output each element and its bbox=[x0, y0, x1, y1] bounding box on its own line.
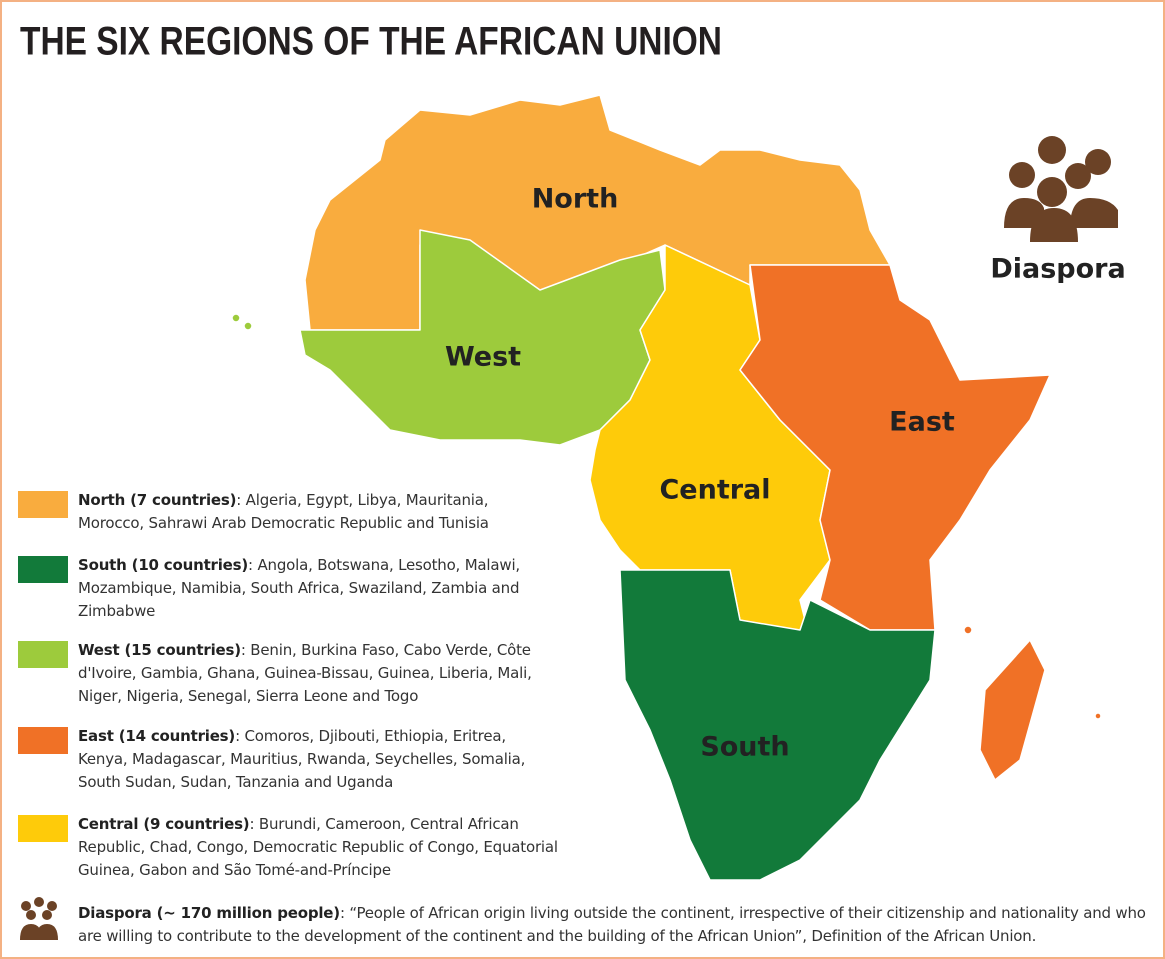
island bbox=[243, 321, 253, 331]
legend-swatch bbox=[18, 641, 68, 668]
legend-description: : Burundi, Cameroon, Central African Rep… bbox=[78, 815, 558, 879]
legend-swatch bbox=[18, 815, 68, 842]
legend-description: : Benin, Burkina Faso, Cabo Verde, Côte … bbox=[78, 641, 532, 705]
legend-description: : Angola, Botswana, Lesotho, Malawi, Moz… bbox=[78, 556, 520, 620]
region-south bbox=[619, 569, 936, 881]
madagascar bbox=[979, 639, 1046, 781]
legend-description: : “People of African origin living outsi… bbox=[78, 904, 1146, 945]
map-label: East bbox=[889, 407, 955, 438]
legend-text: North (7 countries): Algeria, Egypt, Lib… bbox=[78, 489, 558, 535]
legend-description: : Algeria, Egypt, Libya, Mauritania, Mor… bbox=[78, 491, 489, 532]
legend-text: East (14 countries): Comoros, Djibouti, … bbox=[78, 725, 558, 794]
diaspora-icon bbox=[1004, 136, 1118, 242]
island bbox=[1094, 712, 1102, 720]
legend-heading: South (10 countries) bbox=[78, 556, 249, 574]
legend-heading: West (15 countries) bbox=[78, 641, 241, 659]
legend-text: Diaspora (~ 170 million people): “People… bbox=[78, 902, 1158, 948]
map-label: Central bbox=[659, 475, 770, 506]
legend-description: : Comoros, Djibouti, Ethiopia, Eritrea, … bbox=[78, 727, 526, 791]
legend-heading: North (7 countries) bbox=[78, 491, 237, 509]
island bbox=[963, 625, 973, 635]
legend-text: South (10 countries): Angola, Botswana, … bbox=[78, 554, 558, 623]
legend-text: Central (9 countries): Burundi, Cameroon… bbox=[78, 813, 558, 882]
island bbox=[231, 313, 241, 323]
map-label: South bbox=[700, 732, 789, 763]
legend-swatch bbox=[18, 727, 68, 754]
legend-text: West (15 countries): Benin, Burkina Faso… bbox=[78, 639, 558, 708]
map-label: Diaspora bbox=[990, 254, 1125, 285]
region-east bbox=[739, 264, 1051, 631]
legend-heading: Diaspora (~ 170 million people) bbox=[78, 904, 340, 922]
diaspora-legend-icon bbox=[20, 897, 58, 940]
legend-heading: East (14 countries) bbox=[78, 727, 236, 745]
map-label: North bbox=[532, 184, 619, 215]
legend-heading: Central (9 countries) bbox=[78, 815, 250, 833]
legend-swatch bbox=[18, 556, 68, 583]
map-label: West bbox=[445, 342, 521, 373]
title: THE SIX REGIONS OF THE AFRICAN UNION bbox=[20, 20, 722, 64]
legend-swatch bbox=[18, 491, 68, 518]
